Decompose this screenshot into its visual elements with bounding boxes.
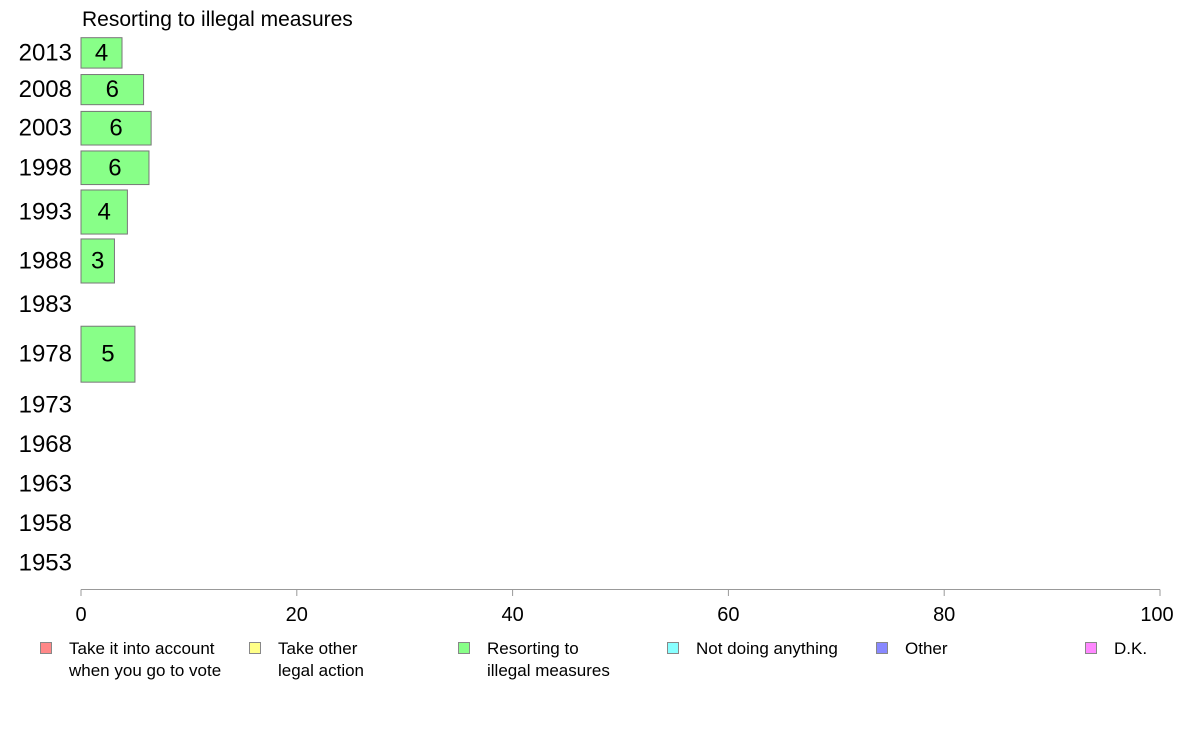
legend-swatch	[40, 642, 52, 654]
bar-value-label: 6	[109, 115, 122, 142]
legend-swatch	[1085, 642, 1097, 654]
legend-item: D.K.	[1085, 638, 1147, 660]
x-tick-label: 60	[717, 604, 739, 626]
legend-swatch	[876, 642, 888, 654]
legend-label: D.K.	[1114, 639, 1148, 658]
legend-item: Take other legal action	[249, 638, 364, 682]
x-axis-ticks: 0 20 40 60 80 100	[75, 589, 1174, 626]
legend-label: Other	[905, 639, 948, 658]
legend-label: Resorting to illegal measures	[487, 639, 610, 680]
y-tick-label: 2003	[19, 115, 72, 142]
y-tick-label: 1978	[19, 341, 72, 368]
legend: Take it into account when you go to vote…	[0, 638, 1188, 698]
bar-rows: 2013 4 2008 6 2003 6 1998 6 1993 4 1988 3 1983 1978 5 1…	[19, 37, 152, 577]
bar-value-label: 4	[95, 39, 108, 66]
legend-swatch	[249, 642, 261, 654]
x-tick-label: 100	[1140, 604, 1173, 626]
bar	[80, 110, 152, 146]
y-tick-label: 1993	[19, 199, 72, 226]
y-tick-label: 1973	[19, 392, 72, 419]
bar	[80, 325, 136, 383]
x-tick-label: 0	[75, 604, 86, 626]
legend-label: Take other legal action	[278, 639, 365, 680]
chart-title: Resorting to illegal measures	[82, 8, 353, 31]
bar-value-label: 6	[106, 76, 119, 103]
bar	[80, 74, 145, 106]
bar	[80, 189, 128, 235]
y-tick-label: 1953	[19, 550, 72, 577]
bar-value-label: 6	[108, 154, 121, 181]
legend-label: Take it into account when you go to vote	[69, 639, 222, 680]
x-tick-label: 40	[501, 604, 523, 626]
y-tick-label: 1988	[19, 247, 72, 274]
bar-value-label: 3	[91, 247, 104, 274]
y-tick-label: 1958	[19, 510, 72, 537]
legend-swatch	[667, 642, 679, 654]
bar-value-label: 4	[98, 199, 111, 226]
y-tick-label: 1998	[19, 154, 72, 181]
legend-item: Resorting to illegal measures	[458, 638, 610, 682]
legend-item: Other	[876, 638, 948, 660]
bar	[80, 150, 150, 186]
legend-label: Not doing anything	[696, 639, 838, 658]
y-tick-label: 1983	[19, 291, 72, 318]
y-tick-label: 1963	[19, 471, 72, 498]
legend-item: Take it into account when you go to vote	[40, 638, 221, 682]
y-tick-label: 2013	[19, 39, 72, 66]
bar	[80, 37, 123, 69]
x-tick-label: 80	[933, 604, 955, 626]
legend-item: Not doing anything	[667, 638, 838, 660]
y-tick-label: 2008	[19, 76, 72, 103]
bar-value-label: 5	[101, 341, 114, 368]
bar	[80, 238, 115, 284]
legend-swatch	[458, 642, 470, 654]
x-tick-label: 20	[286, 604, 308, 626]
y-tick-label: 1968	[19, 431, 72, 458]
